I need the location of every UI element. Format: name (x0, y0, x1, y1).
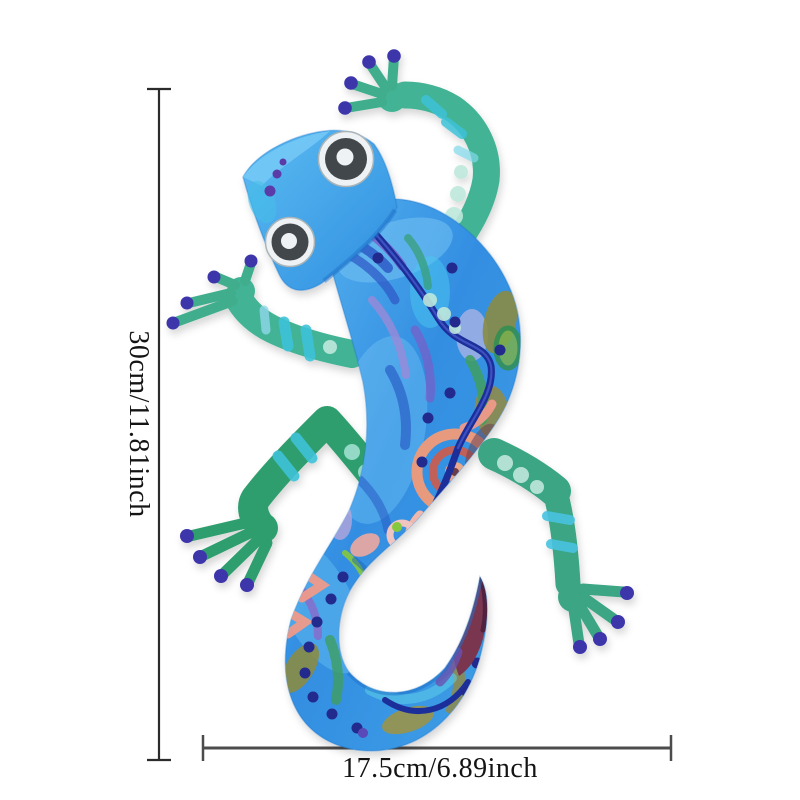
toe-tips (166, 254, 258, 330)
gecko-eye-upper (317, 130, 375, 188)
gecko-back-right-leg (478, 438, 634, 654)
head-spots (264, 158, 287, 197)
toe-tips (180, 529, 254, 592)
gecko-head (242, 129, 398, 291)
height-dimension-line (147, 87, 171, 762)
gecko-figure (166, 49, 634, 752)
gecko-eye-lower (264, 216, 316, 268)
gecko-body-pattern (285, 202, 521, 738)
gecko-body-and-tail (284, 198, 522, 752)
toe-tips (573, 586, 634, 654)
width-dimension-label: 17.5cm/6.89inch (342, 753, 538, 784)
toe-tips (338, 49, 401, 115)
width-dimension-line (201, 735, 673, 761)
gecko-front-left-leg (166, 254, 366, 368)
gecko-front-right-leg (338, 49, 500, 264)
height-dimension-label: 30cm/11.81inch (123, 330, 154, 518)
